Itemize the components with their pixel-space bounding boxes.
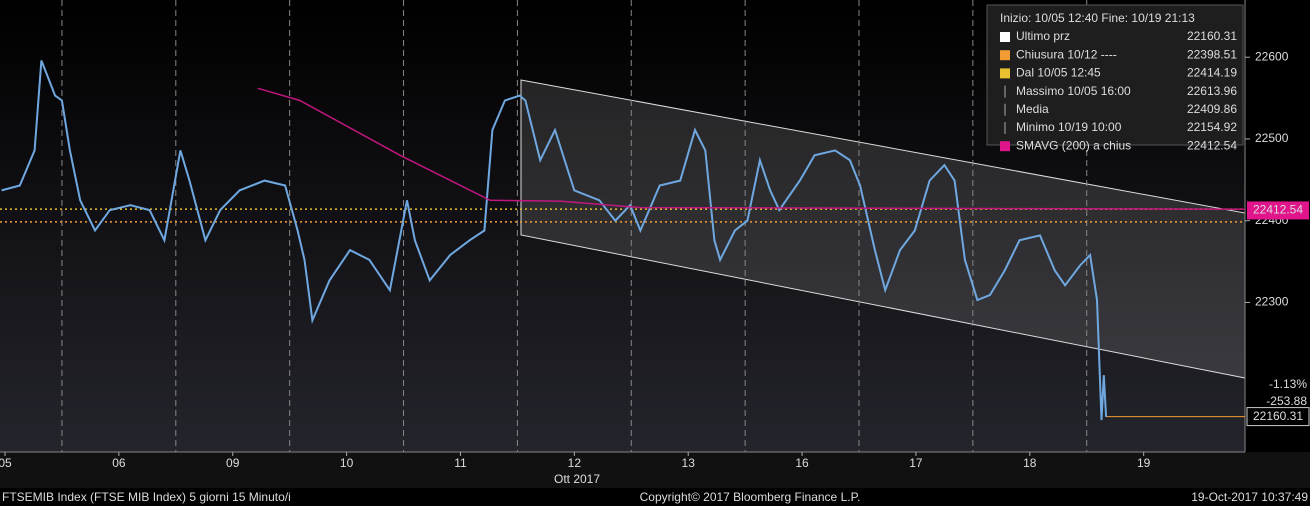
legend-swatch bbox=[1000, 141, 1010, 152]
x-tick-label: 13 bbox=[682, 456, 696, 470]
x-axis-background bbox=[0, 452, 1310, 488]
footer-right: 19-Oct-2017 10:37:49 bbox=[1191, 490, 1308, 504]
x-tick-label: 18 bbox=[1023, 456, 1037, 470]
price-tag bbox=[1246, 407, 1310, 427]
legend-label: Massimo 10/05 16:00 bbox=[1016, 84, 1131, 98]
x-tick-label: 11 bbox=[454, 456, 467, 470]
x-tick-label: 10 bbox=[340, 456, 354, 470]
price-tag bbox=[1247, 201, 1309, 220]
x-tick-label: 19 bbox=[1137, 456, 1151, 470]
legend-value: 22398.51 bbox=[1187, 47, 1237, 61]
x-tick-label: 16 bbox=[795, 456, 809, 470]
marks bbox=[0, 0, 1250, 456]
legend-value: 22414.19 bbox=[1187, 66, 1237, 80]
x-tick-label: 06 bbox=[112, 456, 126, 470]
legend-header: Inizio: 10/05 12:40 Fine: 10/19 21:13 bbox=[1000, 11, 1195, 25]
footer-left: FTSEMIB Index (FTSE MIB Index) 5 giorni … bbox=[2, 490, 291, 504]
legend-value: 22613.96 bbox=[1187, 84, 1237, 98]
legend-label: Chiusura 10/12 ---- bbox=[1016, 47, 1117, 61]
footer-center: Copyright© 2017 Bloomberg Finance L.P. bbox=[640, 490, 861, 504]
price-tag-label: 22412.54 bbox=[1253, 203, 1303, 217]
legend-box bbox=[986, 4, 1244, 146]
legend-value: 22412.54 bbox=[1187, 138, 1237, 152]
change-points: -253.88 bbox=[1266, 394, 1307, 408]
legend: Inizio: 10/05 12:40 Fine: 10/19 21:13 Ul… bbox=[986, 4, 1244, 152]
legend-value: 22409.86 bbox=[1187, 102, 1237, 116]
x-tick-label: 17 bbox=[909, 456, 923, 470]
y-tick-label: 22300 bbox=[1255, 295, 1289, 309]
x-tick-label: 09 bbox=[226, 456, 240, 470]
legend-swatch bbox=[1000, 32, 1010, 42]
x-tick-label: 12 bbox=[568, 456, 582, 470]
y-tick-label: 22500 bbox=[1255, 131, 1289, 145]
axis-background bbox=[1245, 0, 1310, 452]
x-tick-label: 05 bbox=[0, 456, 12, 470]
legend-label: SMAVG (200) a chius bbox=[1016, 138, 1131, 152]
price-tag-label: 22160.31 bbox=[1253, 409, 1303, 423]
legend-label: Dal 10/05 12:45 bbox=[1016, 66, 1101, 80]
legend-label: Ultimo prz bbox=[1016, 29, 1070, 43]
series-line bbox=[1, 60, 1108, 421]
legend-swatch bbox=[1000, 68, 1010, 79]
x-subtitle: Ott 2017 bbox=[554, 472, 600, 486]
legend-label: Media bbox=[1016, 102, 1049, 116]
legend-value: 22160.31 bbox=[1187, 29, 1237, 43]
y-tick-label: 22600 bbox=[1255, 49, 1289, 63]
series-line bbox=[257, 87, 1246, 210]
change-pct: -1.13% bbox=[1269, 377, 1307, 391]
legend-swatch bbox=[1000, 50, 1010, 61]
legend-value: 22154.92 bbox=[1187, 120, 1237, 134]
legend-label: Minimo 10/19 10:00 bbox=[1016, 120, 1122, 134]
